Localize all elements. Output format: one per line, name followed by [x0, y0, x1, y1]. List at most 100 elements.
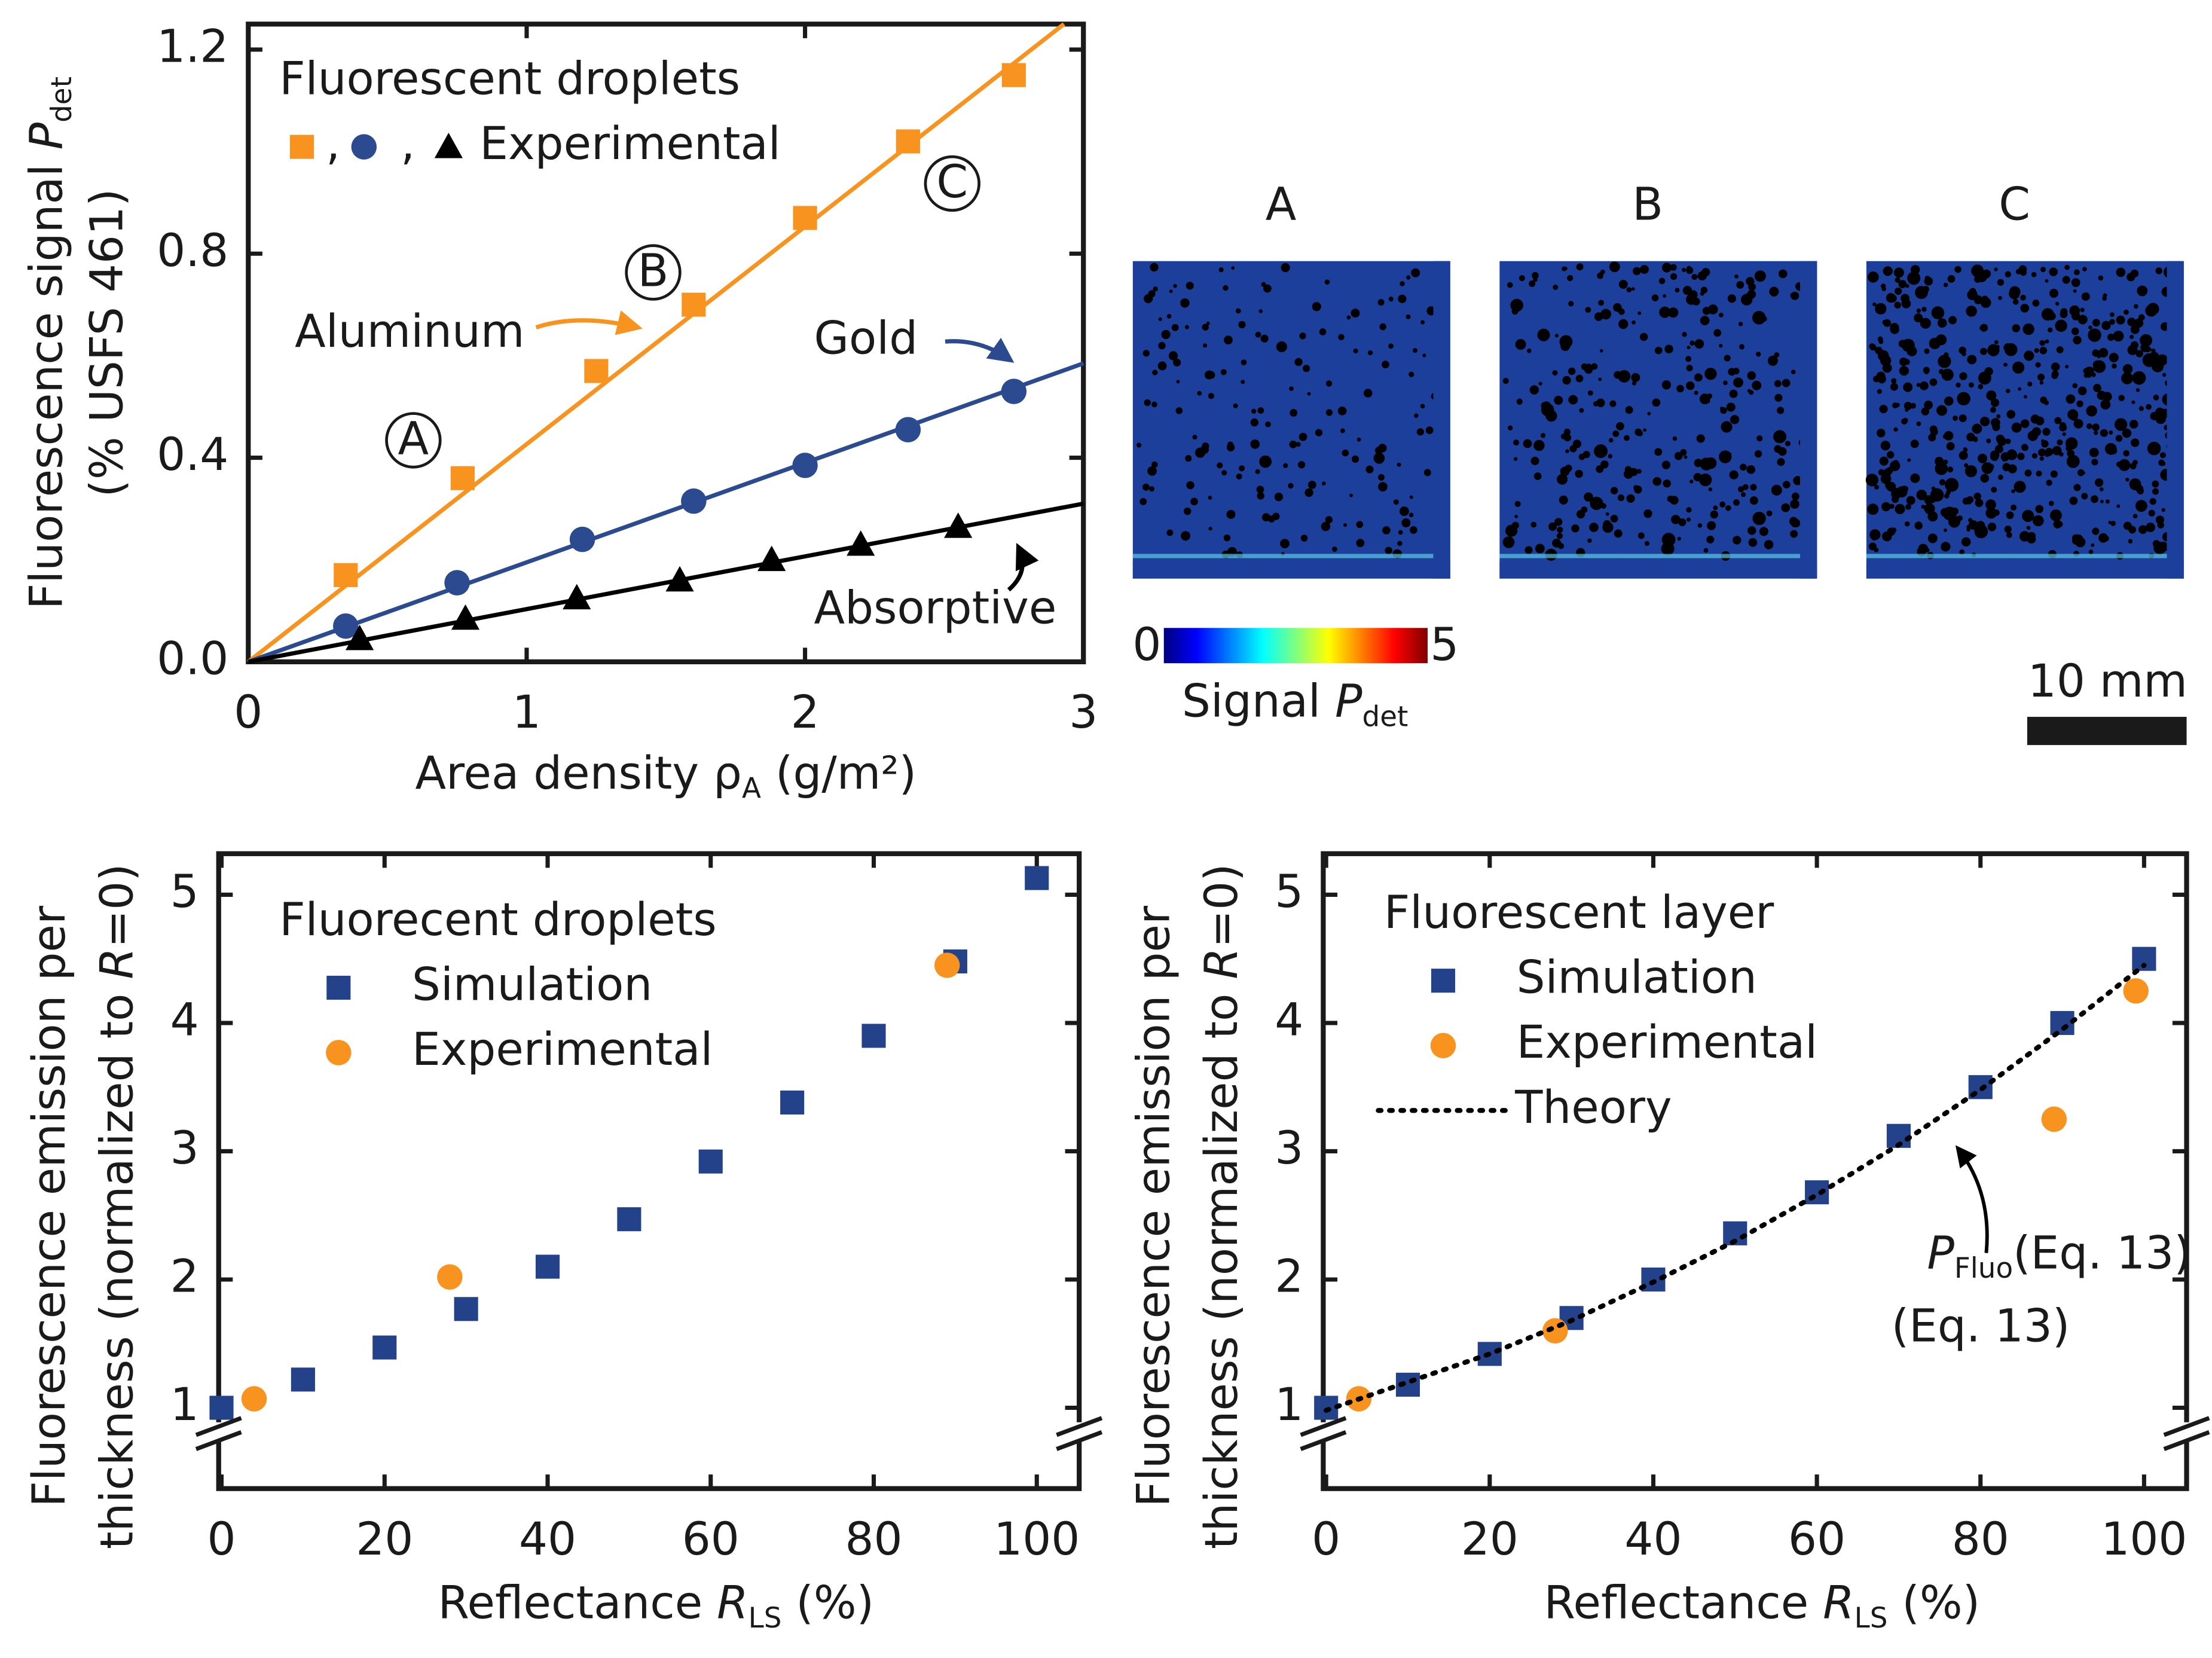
heatmap-speckle: [1750, 484, 1757, 491]
heatmap-speckle: [1942, 506, 1957, 521]
heatmap-speckle: [2152, 480, 2159, 488]
heatmap-speckle: [1997, 279, 2005, 286]
heatmap-speckle: [1378, 444, 1387, 453]
heatmap-speckle: [1733, 499, 1740, 506]
heatmap-speckle: [1581, 363, 1588, 371]
heatmap-speckle: [1963, 447, 1968, 453]
heatmap-speckle: [1353, 348, 1358, 353]
heatmap-speckle: [1325, 380, 1333, 387]
heatmap-speckle: [1173, 284, 1177, 288]
heatmap-speckle: [2118, 459, 2131, 471]
heatmap-speckle: [1986, 390, 1997, 401]
heatmap-speckle: [2073, 289, 2077, 293]
heatmap-speckle: [1693, 473, 1702, 482]
point: [563, 584, 591, 610]
heatmap-speckle: [1881, 502, 1891, 512]
heatmap-speckle: [1637, 532, 1645, 539]
heatmap-speckle: [1943, 282, 1948, 288]
heatmap-speckle: [1687, 346, 1691, 350]
heatmap-speckle: [1663, 479, 1671, 488]
heatmap-speckle: [2054, 417, 2062, 425]
heatmap-speckle: [1973, 295, 1983, 304]
heatmap-speckle: [1921, 307, 1927, 312]
arrow: [1007, 543, 1039, 592]
heatmap-speckle: [1718, 313, 1724, 317]
heatmap-speckle: [1631, 381, 1637, 386]
heatmap-speckle: [1759, 527, 1768, 536]
heatmap-speckle: [2039, 346, 2048, 355]
heatmap-speckle: [1867, 503, 1879, 515]
heatmap-speckle: [2003, 362, 2008, 367]
heatmap-speckles: [1502, 261, 1806, 561]
heatmap-speckle: [1686, 517, 1691, 522]
heatmap-edge: [1499, 561, 1817, 579]
heatmap-speckle: [1755, 352, 1761, 357]
heatmap-speckle: [1704, 457, 1717, 469]
heatmap-background: [1132, 261, 1450, 579]
heatmap-speckle: [2103, 535, 2109, 542]
heatmap-speckle: [1985, 499, 1996, 510]
heatmap-speckle: [1774, 352, 1780, 358]
heatmap-speckle: [2011, 489, 2015, 493]
heatmap-speckle: [1307, 480, 1316, 489]
heatmap-speckle: [2057, 439, 2063, 446]
heatmap-speckle: [2110, 521, 2116, 526]
heatmap-speckle: [1367, 350, 1373, 356]
heatmap-speckle: [1192, 435, 1197, 440]
heatmap-speckle: [1400, 281, 1405, 286]
axis-break: [195, 1416, 242, 1437]
heatmap-speckle: [1877, 389, 1882, 394]
heatmap-speckle: [1956, 382, 1961, 388]
heatmap-speckle: [2031, 271, 2037, 277]
panel-label: C: [1999, 178, 2030, 231]
heatmap-speckle: [1968, 382, 1974, 388]
heatmap-speckle: [1255, 331, 1261, 338]
point: [437, 1264, 463, 1290]
heatmap-speckle: [1971, 264, 1984, 277]
heatmap-speckle: [1152, 370, 1158, 375]
heatmap-speckle: [1259, 455, 1272, 468]
heatmap-speckle: [2045, 453, 2049, 457]
legend-separator: ,: [326, 117, 340, 170]
heatmap-speckle: [1678, 518, 1687, 527]
heatmap-speckle: [1901, 294, 1909, 303]
heatmap-speckle: [2009, 288, 2020, 300]
heatmap-speckle: [1899, 358, 1908, 367]
heatmap-speckle: [1379, 323, 1386, 331]
heatmap-speckle: [1930, 488, 1944, 502]
heatmap-speckle: [1894, 301, 1901, 309]
heatmap-speckle: [1921, 505, 1926, 509]
heatmap-speckle: [1533, 277, 1538, 282]
heatmap-speckle: [1978, 384, 1984, 390]
heatmap-speckle: [1927, 533, 1938, 543]
heatmap-speckle: [1382, 361, 1389, 369]
heatmap-edge: [1433, 261, 1450, 579]
heatmap-speckle: [2069, 496, 2078, 505]
y-tick-label: 0.4: [157, 428, 228, 481]
heatmap-speckle: [2036, 471, 2042, 477]
x-tick-label: 60: [682, 1513, 740, 1565]
heatmap-speckle: [1288, 483, 1294, 489]
axis-break: [2163, 1430, 2210, 1451]
heatmap-speckle: [2110, 312, 2115, 317]
heatmap-speckle: [2128, 539, 2133, 543]
label-part: R: [1823, 1576, 1854, 1629]
label-part: =0): [1195, 863, 1248, 948]
point: [291, 1367, 315, 1392]
heatmap-speckle: [1674, 451, 1683, 460]
heatmap-speckle: [1223, 534, 1231, 542]
heatmap-speckle: [1575, 469, 1583, 478]
heatmap-speckle: [1631, 287, 1635, 291]
heatmap-speckle: [1910, 473, 1920, 483]
y-axis-label: Fluorescence emission per: [1127, 905, 1180, 1507]
heatmap-speckle: [2006, 449, 2018, 460]
x-tick-label: 40: [1624, 1513, 1682, 1565]
heatmap-speckle: [1778, 447, 1787, 456]
heatmap-speckle: [1256, 486, 1264, 494]
heatmap-speckle: [1410, 526, 1417, 534]
heatmap-speckle: [1741, 294, 1753, 306]
label-part: thickness (normalized to: [1195, 979, 1248, 1549]
heatmap-speckle: [1929, 425, 1938, 433]
heatmap-speckle: [1707, 521, 1716, 530]
heatmap-speckle: [2024, 350, 2034, 361]
